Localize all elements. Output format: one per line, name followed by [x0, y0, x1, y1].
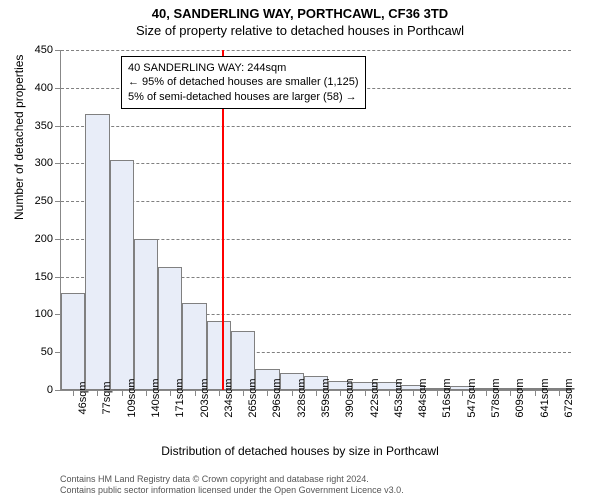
y-tick-label: 300	[35, 157, 53, 169]
footer-line2: Contains public sector information licen…	[60, 485, 404, 496]
y-tick-label: 200	[35, 233, 53, 245]
page-title-line2: Size of property relative to detached ho…	[0, 21, 600, 38]
y-tick-label: 100	[35, 308, 53, 320]
x-tick-label: 609sqm	[514, 378, 526, 417]
footer-attribution: Contains HM Land Registry data © Crown c…	[60, 474, 404, 496]
x-tick	[316, 390, 317, 396]
x-tick	[486, 390, 487, 396]
x-tick	[340, 390, 341, 396]
x-tick-label: 672sqm	[563, 378, 575, 417]
x-tick	[462, 390, 463, 396]
histogram-bar	[134, 239, 158, 390]
x-tick	[267, 390, 268, 396]
x-tick-label: 547sqm	[466, 378, 478, 417]
x-tick	[292, 390, 293, 396]
annotation-line1: 40 SANDERLING WAY: 244sqm	[128, 61, 359, 75]
x-tick	[389, 390, 390, 396]
grid-line	[61, 163, 571, 164]
y-tick-label: 250	[35, 195, 53, 207]
y-tick	[55, 163, 61, 164]
y-tick	[55, 277, 61, 278]
x-tick	[170, 390, 171, 396]
y-tick-label: 0	[47, 384, 53, 396]
x-tick	[122, 390, 123, 396]
x-tick	[510, 390, 511, 396]
x-tick	[437, 390, 438, 396]
x-tick	[146, 390, 147, 396]
x-tick	[535, 390, 536, 396]
grid-line	[61, 126, 571, 127]
page-title-line1: 40, SANDERLING WAY, PORTHCAWL, CF36 3TD	[0, 0, 600, 21]
y-tick	[55, 88, 61, 89]
x-tick	[413, 390, 414, 396]
grid-line	[61, 201, 571, 202]
footer-line1: Contains HM Land Registry data © Crown c…	[60, 474, 404, 485]
histogram-bar	[85, 114, 109, 390]
x-tick	[97, 390, 98, 396]
y-tick-label: 400	[35, 82, 53, 94]
x-tick	[559, 390, 560, 396]
x-tick	[243, 390, 244, 396]
histogram-chart: 05010015020025030035040045046sqm77sqm109…	[60, 50, 571, 391]
x-tick-label: 578sqm	[490, 378, 502, 417]
x-tick-label: 641sqm	[539, 378, 551, 417]
y-tick	[55, 239, 61, 240]
histogram-bar	[61, 293, 85, 390]
chart-container: 40, SANDERLING WAY, PORTHCAWL, CF36 3TD …	[0, 0, 600, 500]
y-tick-label: 50	[41, 346, 53, 358]
x-tick-label: 516sqm	[441, 378, 453, 417]
y-tick	[55, 390, 61, 391]
y-axis-title: Number of detached properties	[12, 55, 26, 220]
grid-line	[61, 50, 571, 51]
histogram-bar	[158, 267, 182, 390]
y-tick	[55, 126, 61, 127]
y-tick-label: 150	[35, 271, 53, 283]
x-tick	[73, 390, 74, 396]
y-tick	[55, 201, 61, 202]
histogram-bar	[182, 303, 206, 390]
x-axis-title: Distribution of detached houses by size …	[0, 444, 600, 458]
y-tick	[55, 50, 61, 51]
annotation-box: 40 SANDERLING WAY: 244sqm ← 95% of detac…	[121, 56, 366, 109]
y-tick-label: 350	[35, 120, 53, 132]
x-tick	[365, 390, 366, 396]
histogram-bar	[110, 160, 134, 390]
y-tick-label: 450	[35, 44, 53, 56]
x-tick	[195, 390, 196, 396]
x-tick-label: 484sqm	[417, 378, 429, 417]
annotation-line3: 5% of semi-detached houses are larger (5…	[128, 90, 359, 104]
annotation-line2: ← 95% of detached houses are smaller (1,…	[128, 75, 359, 89]
x-tick	[219, 390, 220, 396]
